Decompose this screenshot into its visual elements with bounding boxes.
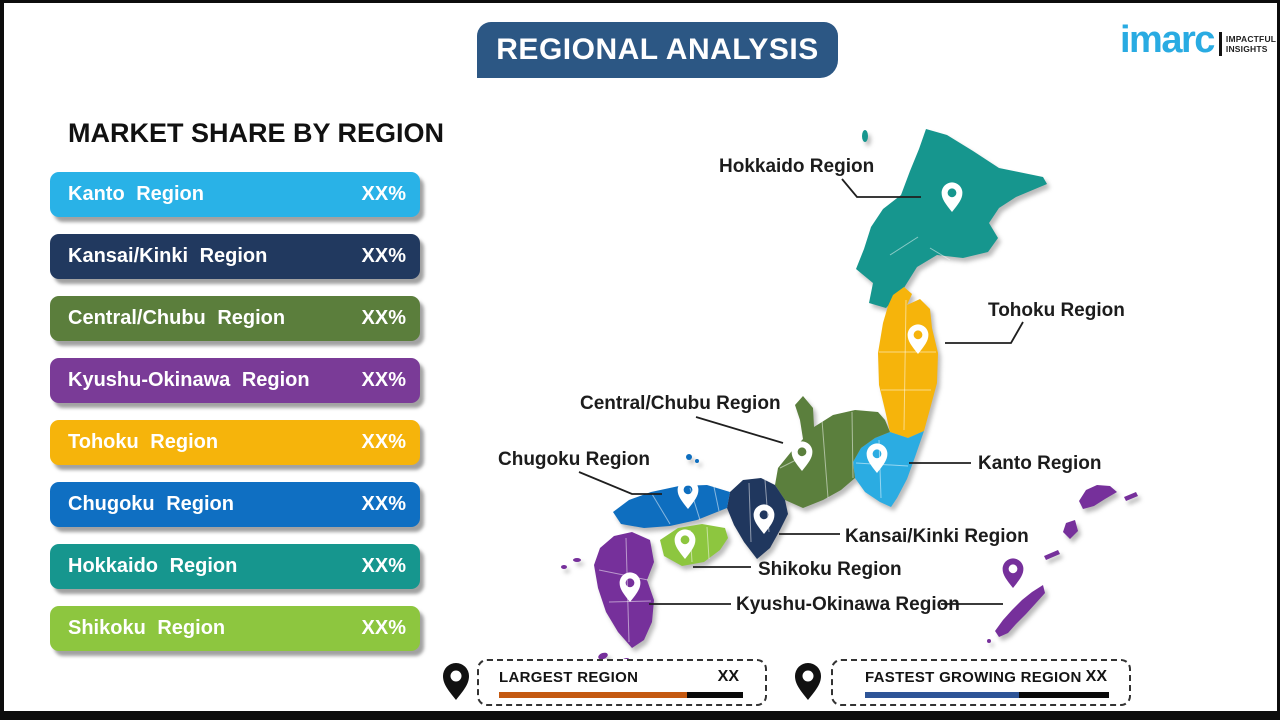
logo-divider	[1218, 32, 1222, 56]
okinawa-islet	[1044, 550, 1060, 560]
region-chubu	[775, 396, 890, 508]
region-hokkaido	[856, 129, 1047, 308]
pin-chubu	[791, 441, 813, 471]
page-title-box: REGIONAL ANALYSIS	[477, 22, 838, 78]
kyushu-islet	[573, 558, 581, 562]
kyushu-islet	[598, 652, 608, 660]
slide-frame-right	[1277, 0, 1280, 712]
okinawa-amami	[1079, 485, 1117, 509]
region-chugoku	[613, 485, 730, 528]
largest-region-pin-icon	[443, 663, 469, 700]
pin-okinawa	[1002, 558, 1024, 588]
map-label-chugoku: Chugoku Region	[498, 449, 650, 470]
imarc-logo: imarc IMPACTFUL INSIGHTS	[1120, 20, 1276, 60]
map-pins	[619, 182, 1024, 602]
pin-hokkaido	[941, 182, 963, 212]
fastest-growing-bar	[865, 692, 1109, 698]
market-share-bar: Kanto Region XX%	[50, 172, 420, 217]
map-label-hokkaido: Hokkaido Region	[719, 156, 875, 177]
region-value: XX%	[361, 555, 406, 577]
map-label-tohoku: Tohoku Region	[988, 300, 1125, 321]
fastest-growing-value: XX	[1085, 668, 1107, 685]
region-value: XX%	[361, 431, 406, 453]
fastest-growing-pin-icon	[795, 663, 821, 700]
region-label: Central/Chubu Region	[68, 307, 286, 329]
map-label-shikoku: Shikoku Region	[758, 559, 902, 580]
region-label: Kanto Region	[68, 183, 204, 205]
logo-tagline: IMPACTFUL INSIGHTS	[1225, 34, 1277, 54]
market-share-heading: MARKET SHARE BY REGION	[68, 118, 445, 148]
slide-frame-bottom	[0, 711, 1280, 720]
hokkaido-islet	[862, 130, 868, 142]
market-share-bar: Tohoku Region XX%	[50, 420, 420, 465]
map-label-kansai: Kansai/Kinki Region	[845, 526, 1029, 547]
pin-chugoku	[677, 479, 699, 509]
region-label: Tohoku Region	[68, 431, 219, 453]
region-label: Shikoku Region	[68, 617, 226, 639]
region-value: XX%	[361, 369, 406, 391]
fastest-growing-box: FASTEST GROWING REGION XX	[831, 659, 1131, 706]
region-value: XX%	[361, 617, 406, 639]
region-label: Hokkaido Region	[68, 555, 238, 577]
okinawa-main-island	[995, 585, 1045, 637]
largest-region-value: XX	[717, 668, 739, 685]
market-share-bar: Chugoku Region XX%	[50, 482, 420, 527]
oki-islet	[695, 459, 699, 463]
region-value: XX%	[361, 493, 406, 515]
pin-kanto	[866, 443, 888, 473]
okinawa-islet	[1063, 520, 1078, 539]
region-value: XX%	[361, 183, 406, 205]
callout-connectors	[578, 178, 1024, 605]
pin-shikoku	[674, 529, 696, 559]
region-value: XX%	[361, 245, 406, 267]
slide-frame-top	[0, 0, 1280, 3]
market-share-bar: Kansai/Kinki Region XX%	[50, 234, 420, 279]
market-share-bar: Shikoku Region XX%	[50, 606, 420, 651]
oki-islet	[686, 454, 692, 460]
region-tohoku	[878, 287, 938, 438]
region-label: Kansai/Kinki Region	[68, 245, 268, 267]
fastest-growing-bar-rest	[1018, 692, 1109, 698]
okinawa-islet	[1124, 492, 1138, 501]
okinawa-islet	[987, 639, 991, 643]
map-label-kanto: Kanto Region	[978, 453, 1102, 474]
fastest-growing-label: FASTEST GROWING REGION	[865, 668, 1082, 686]
pin-kansai	[753, 504, 775, 534]
legend-pins	[443, 663, 821, 700]
market-share-bar: Central/Chubu Region XX%	[50, 296, 420, 341]
market-share-bar: Kyushu-Okinawa Region XX%	[50, 358, 420, 403]
pin-tohoku	[907, 324, 929, 354]
largest-region-box: LARGEST REGION XX	[477, 659, 767, 706]
map-label-chubu: Central/Chubu Region	[580, 393, 781, 414]
largest-region-bar-rest	[686, 692, 743, 698]
fastest-growing-bar-fill	[865, 692, 1019, 698]
region-label: Chugoku Region	[68, 493, 234, 515]
region-value: XX%	[361, 307, 406, 329]
region-label: Kyushu-Okinawa Region	[68, 369, 310, 391]
pin-kyushu	[619, 572, 641, 602]
map-label-kyushu-okinawa: Kyushu-Okinawa Region	[736, 594, 960, 615]
largest-region-bar-fill	[499, 692, 687, 698]
largest-region-label: LARGEST REGION	[499, 668, 639, 686]
slide-frame-left	[0, 0, 4, 712]
page-title: REGIONAL ANALYSIS	[496, 33, 819, 66]
market-share-list: Kanto Region XX% Kansai/Kinki Region XX%…	[50, 172, 420, 651]
imarc-logo-text: imarc	[1120, 19, 1215, 61]
largest-region-bar	[499, 692, 743, 698]
market-share-bar: Hokkaido Region XX%	[50, 544, 420, 589]
kyushu-islet	[561, 565, 567, 569]
